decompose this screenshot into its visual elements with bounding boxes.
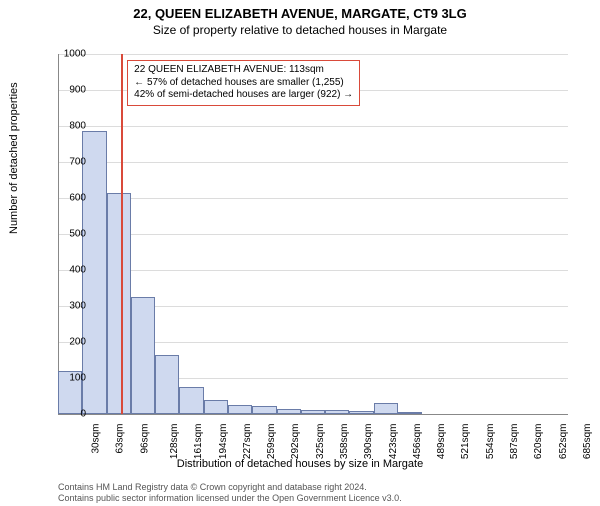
x-tick-label: 96sqm <box>139 424 150 454</box>
y-tick-label: 200 <box>46 337 86 348</box>
x-tick-label: 456sqm <box>412 424 423 460</box>
y-tick-label: 300 <box>46 301 86 312</box>
bar <box>107 193 131 414</box>
x-tick-label: 358sqm <box>339 424 350 460</box>
annotation-line: ← 57% of detached houses are smaller (1,… <box>134 77 353 90</box>
annotation-box: 22 QUEEN ELIZABETH AVENUE: 113sqm← 57% o… <box>127 60 360 106</box>
y-tick-label: 100 <box>46 373 86 384</box>
bar <box>349 411 373 414</box>
x-tick-label: 521sqm <box>461 424 472 460</box>
gridline <box>58 126 568 127</box>
gridline <box>58 54 568 55</box>
gridline <box>58 162 568 163</box>
footer-line-1: Contains HM Land Registry data © Crown c… <box>58 482 402 493</box>
x-tick-label: 685sqm <box>582 424 593 460</box>
x-tick-label: 128sqm <box>169 424 180 460</box>
y-tick-label: 700 <box>46 157 86 168</box>
x-tick-label: 227sqm <box>242 424 253 460</box>
annotation-line: 42% of semi-detached houses are larger (… <box>134 89 353 102</box>
gridline <box>58 234 568 235</box>
x-tick-label: 292sqm <box>291 424 302 460</box>
x-tick-label: 161sqm <box>193 424 204 460</box>
gridline <box>58 270 568 271</box>
x-tick-label: 194sqm <box>218 424 229 460</box>
x-tick-label: 30sqm <box>91 424 102 454</box>
gridline <box>58 198 568 199</box>
y-tick-label: 500 <box>46 229 86 240</box>
x-tick-label: 652sqm <box>558 424 569 460</box>
y-tick-label: 1000 <box>46 49 86 60</box>
chart-subtitle: Size of property relative to detached ho… <box>0 23 600 37</box>
x-tick-label: 63sqm <box>115 424 126 454</box>
bar <box>131 297 155 414</box>
bar <box>155 355 179 414</box>
bar <box>398 412 422 414</box>
plot-area: 22 QUEEN ELIZABETH AVENUE: 113sqm← 57% o… <box>58 54 568 414</box>
bar <box>204 400 228 414</box>
x-tick-label: 259sqm <box>266 424 277 460</box>
bar <box>301 410 325 414</box>
footer: Contains HM Land Registry data © Crown c… <box>58 482 402 504</box>
bar <box>252 406 276 414</box>
property-marker-line <box>121 54 123 414</box>
x-tick-label: 587sqm <box>509 424 520 460</box>
x-tick-label: 325sqm <box>315 424 326 460</box>
y-tick-label: 900 <box>46 85 86 96</box>
x-tick-label: 554sqm <box>485 424 496 460</box>
x-tick-label: 489sqm <box>436 424 447 460</box>
annotation-line: 22 QUEEN ELIZABETH AVENUE: 113sqm <box>134 64 353 77</box>
y-tick-label: 0 <box>46 409 86 420</box>
bar <box>277 409 301 414</box>
chart-container: 22, QUEEN ELIZABETH AVENUE, MARGATE, CT9… <box>0 6 600 506</box>
bar <box>374 403 398 414</box>
y-tick-label: 600 <box>46 193 86 204</box>
x-tick-label: 390sqm <box>363 424 374 460</box>
y-tick-label: 800 <box>46 121 86 132</box>
bar <box>179 387 203 414</box>
chart-title: 22, QUEEN ELIZABETH AVENUE, MARGATE, CT9… <box>0 6 600 21</box>
x-axis-line <box>58 414 568 415</box>
bar <box>325 410 349 414</box>
x-axis-label: Distribution of detached houses by size … <box>0 458 600 470</box>
x-tick-label: 620sqm <box>533 424 544 460</box>
y-tick-label: 400 <box>46 265 86 276</box>
x-tick-label: 423sqm <box>388 424 399 460</box>
footer-line-2: Contains public sector information licen… <box>58 493 402 504</box>
bar <box>228 405 252 414</box>
y-axis-label: Number of detached properties <box>8 82 20 234</box>
